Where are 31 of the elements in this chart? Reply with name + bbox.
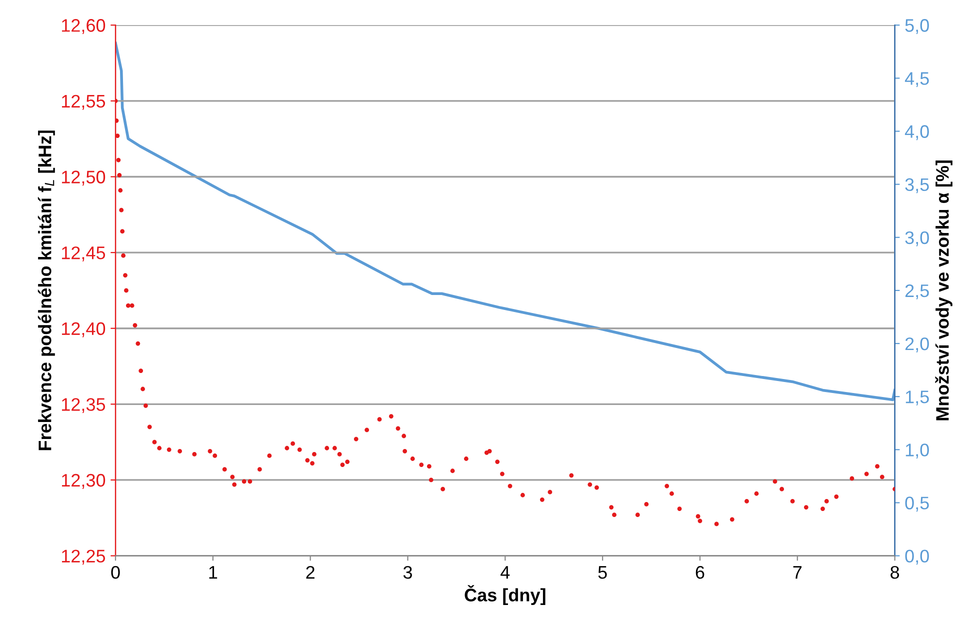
y-tick-label: 12,55 [62,94,106,110]
x-tick-label: 3 [403,566,412,579]
x-tick-label: 2 [306,566,314,579]
y2-tick-label: 1,5 [906,390,929,406]
y2-tick-label: 1,0 [906,444,929,458]
x-axis-title: Čas [dny] [464,585,546,606]
y-axis-title: Frekvence podélného kmitání f$_{L}$ [kHz] [38,130,55,450]
y-tick-label: 12,50 [62,170,106,186]
y2-tick-label: 0,5 [905,496,929,512]
y-tick-label: 12,60 [62,19,106,34]
y-tick-label: 12,35 [62,398,106,414]
y-tick-label: 12,40 [62,322,106,338]
y-tick-label: 12,25 [62,550,106,565]
x-tick-label: 6 [696,566,704,579]
y2-tick-label: 2,0 [905,337,929,352]
y2-tick-label: 3,5 [905,178,929,194]
x-tick-label: 4 [500,566,510,579]
y2-tick-label: 2,5 [905,284,929,300]
y2-tick-label: 0,0 [905,550,929,565]
x-tick-label: 8 [890,566,900,579]
y-tick-label: 12,30 [62,474,106,489]
x-tick-label: 5 [598,566,607,579]
y2-tick-label: 3,0 [905,231,929,246]
y2-tick-label: 4,5 [904,72,929,88]
x-tick-label: 7 [793,566,802,579]
y2-axis-title: Množství vody ve vzorku α [%] [935,160,952,420]
y2-tick-label: 5,0 [905,19,929,34]
y-tick-label: 12,45 [62,246,106,262]
x-tick-label: 0 [111,566,120,579]
y2-tick-label: 4,0 [904,125,929,140]
x-tick-label: 1 [209,566,218,579]
